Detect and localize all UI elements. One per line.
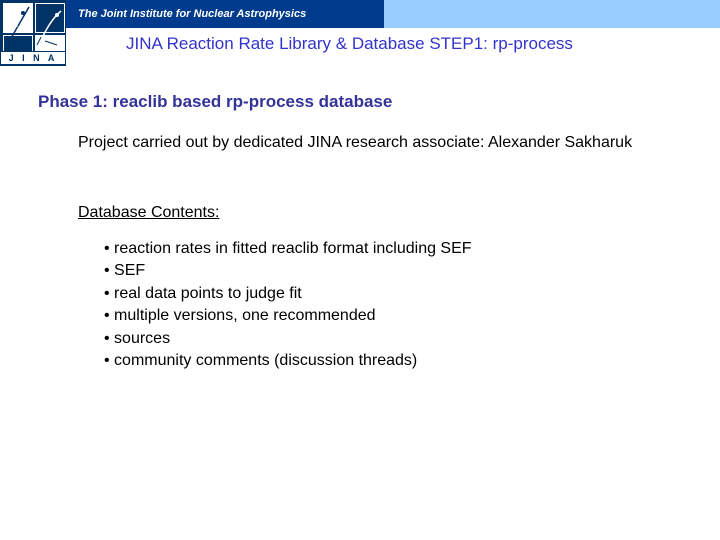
list-item: sources (104, 328, 472, 350)
phase-title: Phase 1: reaclib based rp-process databa… (38, 92, 392, 112)
institute-name: The Joint Institute for Nuclear Astrophy… (66, 0, 384, 28)
jina-logo: ✶ J I N A (0, 0, 66, 66)
project-description: Project carried out by dedicated JINA re… (78, 132, 638, 154)
db-contents-heading: Database Contents: (78, 204, 219, 222)
svg-text:✶: ✶ (11, 21, 19, 32)
list-item: community comments (discussion threads) (104, 350, 472, 372)
list-item: reaction rates in fitted reaclib format … (104, 238, 472, 260)
logo-text: J I N A (1, 52, 65, 64)
list-item: multiple versions, one recommended (104, 305, 472, 327)
page-title: JINA Reaction Rate Library & Database ST… (126, 34, 573, 54)
bullet-list: reaction rates in fitted reaclib format … (104, 238, 472, 372)
list-item: SEF (104, 260, 472, 282)
list-item: real data points to judge fit (104, 283, 472, 305)
